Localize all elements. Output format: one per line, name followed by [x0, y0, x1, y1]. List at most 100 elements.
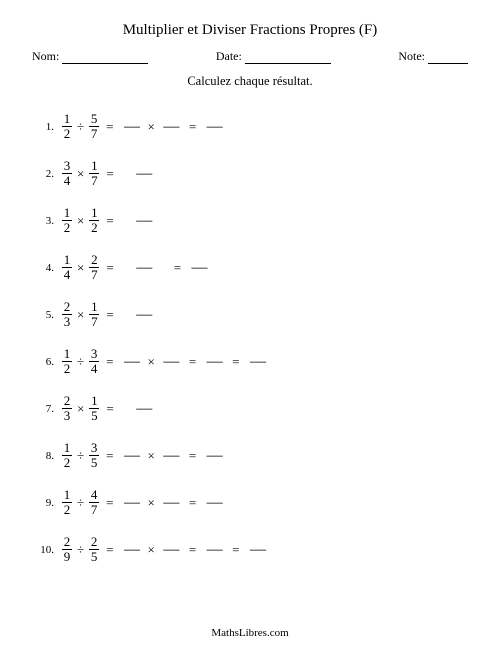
- worksheet-page: Multiplier et Diviser Fractions Propres …: [0, 0, 500, 647]
- equals-sign: =: [106, 495, 113, 511]
- problem-row: 3. 12 × 12 = —: [34, 197, 468, 244]
- fraction-numerator: 1: [63, 253, 72, 267]
- header-row: Nom: Date: Note:: [32, 49, 468, 64]
- problem-number: 6.: [34, 356, 54, 368]
- equals-sign: =: [106, 213, 113, 229]
- problem-number: 10.: [34, 544, 54, 556]
- fraction: 34: [62, 159, 72, 187]
- equals-sign: =: [106, 307, 113, 323]
- fraction: 12: [62, 347, 72, 375]
- fraction-numerator: 2: [63, 394, 72, 408]
- fraction-numerator: 1: [90, 394, 99, 408]
- problem-row: 6.12÷34=—×—=—=—: [34, 338, 468, 385]
- fraction: 12: [89, 206, 99, 234]
- times-operator: ×: [77, 213, 84, 229]
- name-line[interactable]: [62, 52, 148, 64]
- note-field: Note:: [398, 49, 468, 64]
- fraction-denominator: 7: [90, 268, 99, 282]
- problem-row: 7.23×15=—: [34, 385, 468, 432]
- fraction-numerator: 1: [90, 300, 99, 314]
- fraction-denominator: 2: [63, 221, 72, 235]
- fraction: 17: [89, 159, 99, 187]
- answer-blank[interactable]: —: [188, 259, 210, 277]
- fraction-numerator: 1: [90, 159, 99, 173]
- fraction-numerator: 1: [63, 347, 72, 361]
- answer-blank[interactable]: —: [120, 118, 142, 136]
- answer-blank[interactable]: —: [160, 353, 182, 371]
- answer-blank[interactable]: —: [133, 400, 155, 418]
- fraction-denominator: 7: [90, 174, 99, 188]
- equals-sign: =: [189, 542, 196, 558]
- equals-sign: =: [189, 448, 196, 464]
- fraction-numerator: 1: [63, 206, 72, 220]
- fraction-numerator: 5: [90, 112, 99, 126]
- times-operator: ×: [147, 542, 154, 558]
- fraction-numerator: 3: [90, 347, 99, 361]
- fraction-denominator: 5: [90, 456, 99, 470]
- divide-operator: ÷: [77, 448, 84, 464]
- date-line[interactable]: [245, 52, 331, 64]
- equals-sign: =: [106, 354, 113, 370]
- problem-row: 9.12÷47=—×—=—: [34, 479, 468, 526]
- problem-row: 2.34×17=—: [34, 150, 468, 197]
- answer-blank[interactable]: —: [203, 447, 225, 465]
- note-label: Note:: [398, 49, 425, 64]
- problem-number: 2.: [34, 168, 54, 180]
- answer-blank[interactable]: —: [247, 541, 269, 559]
- fraction-denominator: 3: [63, 315, 72, 329]
- equals-sign: =: [232, 354, 239, 370]
- fraction-denominator: 4: [63, 268, 72, 282]
- problem-row: 5.23×17=—: [34, 291, 468, 338]
- answer-blank[interactable]: —: [247, 353, 269, 371]
- fraction-denominator: 4: [90, 362, 99, 376]
- answer-blank[interactable]: —: [133, 165, 155, 183]
- answer-blank[interactable]: —: [133, 259, 155, 277]
- times-operator: ×: [147, 354, 154, 370]
- answer-blank[interactable]: —: [120, 541, 142, 559]
- times-operator: ×: [147, 448, 154, 464]
- answer-blank[interactable]: —: [133, 212, 155, 230]
- problem-number: 8.: [34, 450, 54, 462]
- answer-blank[interactable]: —: [160, 118, 182, 136]
- answer-blank[interactable]: —: [203, 541, 225, 559]
- fraction-denominator: 2: [63, 127, 72, 141]
- fraction-denominator: 9: [63, 550, 72, 564]
- equals-sign: =: [106, 119, 113, 135]
- answer-blank[interactable]: —: [120, 447, 142, 465]
- note-line[interactable]: [428, 52, 468, 64]
- fraction-denominator: 5: [90, 550, 99, 564]
- fraction: 15: [89, 394, 99, 422]
- problem-number: 9.: [34, 497, 54, 509]
- answer-blank[interactable]: —: [203, 494, 225, 512]
- fraction-numerator: 1: [63, 441, 72, 455]
- fraction-denominator: 4: [63, 174, 72, 188]
- equals-sign: =: [106, 166, 113, 182]
- fraction-denominator: 7: [90, 127, 99, 141]
- answer-blank[interactable]: —: [203, 118, 225, 136]
- fraction-denominator: 7: [90, 315, 99, 329]
- answer-blank[interactable]: —: [160, 541, 182, 559]
- fraction-denominator: 5: [90, 409, 99, 423]
- date-label: Date:: [216, 49, 242, 64]
- problems-list: 1.12÷57=—×—=—2.34×17=—3.12×12=—4.14×27=—…: [32, 103, 468, 573]
- fraction-numerator: 4: [90, 488, 99, 502]
- fraction-denominator: 7: [90, 503, 99, 517]
- name-field: Nom:: [32, 49, 148, 64]
- answer-blank[interactable]: —: [203, 353, 225, 371]
- answer-blank[interactable]: —: [160, 447, 182, 465]
- fraction-numerator: 3: [63, 159, 72, 173]
- fraction: 34: [89, 347, 99, 375]
- times-operator: ×: [77, 307, 84, 323]
- fraction-denominator: 2: [63, 362, 72, 376]
- problem-number: 3.: [34, 215, 54, 227]
- equals-sign: =: [189, 354, 196, 370]
- answer-blank[interactable]: —: [120, 353, 142, 371]
- fraction-denominator: 2: [63, 456, 72, 470]
- answer-blank[interactable]: —: [120, 494, 142, 512]
- fraction: 17: [89, 300, 99, 328]
- fraction-numerator: 1: [63, 112, 72, 126]
- answer-blank[interactable]: —: [133, 306, 155, 324]
- fraction: 12: [62, 441, 72, 469]
- answer-blank[interactable]: —: [160, 494, 182, 512]
- fraction-numerator: 1: [63, 488, 72, 502]
